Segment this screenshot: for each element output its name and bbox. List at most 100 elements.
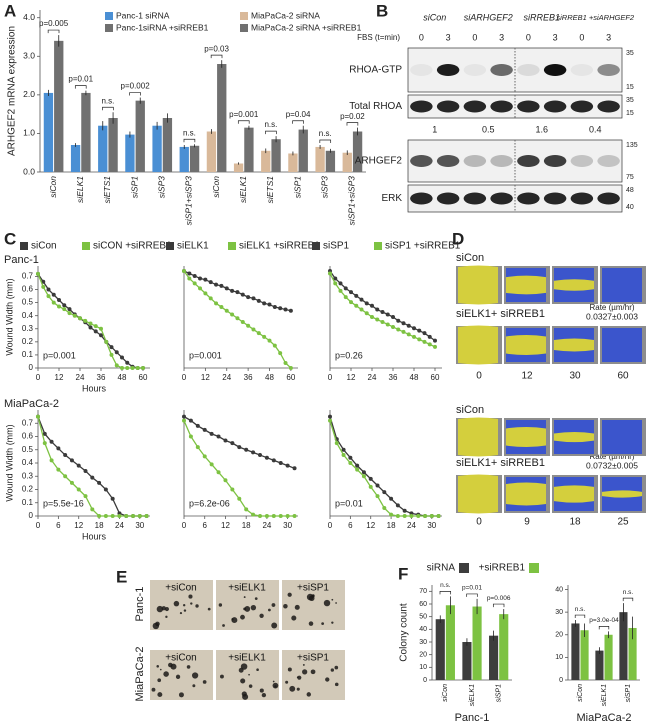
time-label: 3 <box>499 32 504 42</box>
colony <box>296 676 299 679</box>
x-tick-label: 6 <box>348 521 353 530</box>
legend-label: siCON +siRREB1 <box>93 241 172 252</box>
colony <box>182 604 186 607</box>
colony <box>272 680 275 683</box>
annotation: p=0.03 <box>204 44 229 53</box>
cells <box>602 328 642 362</box>
x-tick-label: 12 <box>347 373 356 382</box>
point <box>256 298 261 303</box>
bar <box>472 606 482 680</box>
point <box>97 480 102 485</box>
annotation: p=0.02 <box>340 112 365 121</box>
colony <box>250 604 257 611</box>
colony <box>261 692 267 698</box>
point <box>251 450 256 455</box>
bar <box>325 150 336 172</box>
colony <box>259 613 264 618</box>
point <box>433 344 437 349</box>
point <box>198 276 203 281</box>
annotation: n.s. <box>101 96 114 105</box>
x-tick-label: 12 <box>74 521 83 530</box>
point <box>214 282 219 287</box>
point <box>130 366 135 370</box>
point <box>395 514 400 518</box>
colony <box>240 663 248 670</box>
point <box>49 439 54 444</box>
colony <box>296 687 300 691</box>
bar <box>108 118 118 172</box>
colony <box>207 607 211 611</box>
mw-marker: 75 <box>626 174 634 181</box>
annotation: p=0.01 <box>68 75 93 84</box>
point <box>354 293 359 298</box>
colony <box>331 621 334 624</box>
annotation: n.s. <box>264 120 277 129</box>
point <box>364 311 369 316</box>
y-axis-title: Wound Width (mm) <box>4 278 14 355</box>
condition-label: siCon <box>423 12 446 22</box>
x-tick-label: 30 <box>283 521 292 530</box>
point <box>88 321 93 326</box>
row-label: RHOA-GTP <box>349 65 402 76</box>
condition-label: +siELK1 <box>228 583 266 594</box>
point <box>361 474 366 479</box>
y-tick-label: 0.0 <box>23 166 35 176</box>
point <box>46 287 51 292</box>
time-label: 18 <box>569 517 581 528</box>
annotation: p=0.26 <box>335 350 363 360</box>
category-label: siETS1 <box>265 176 275 204</box>
colony <box>285 680 289 684</box>
annotation: p=0.006 <box>487 595 511 602</box>
point <box>109 345 114 350</box>
y-tick-label: 0.1 <box>22 498 34 507</box>
y-tick-label: 30 <box>419 639 427 646</box>
bar <box>298 129 308 172</box>
condition-label: siARHGEF2 <box>464 12 513 22</box>
colony <box>256 668 259 672</box>
y-tick-label: 0.7 <box>22 418 34 427</box>
point <box>182 268 186 273</box>
colony <box>183 609 187 612</box>
point <box>230 288 235 293</box>
mw-marker: 40 <box>626 204 634 211</box>
point <box>224 286 229 291</box>
bracket <box>466 593 478 597</box>
point <box>375 494 380 499</box>
point <box>83 468 88 473</box>
point <box>412 326 416 331</box>
bar <box>580 630 589 680</box>
x-tick-label: 24 <box>115 521 124 530</box>
series-line <box>183 416 295 469</box>
colony <box>151 687 156 692</box>
colony-image <box>150 650 213 700</box>
colony <box>331 598 334 601</box>
point <box>423 514 428 518</box>
point <box>272 305 277 310</box>
colony <box>222 624 225 627</box>
colony <box>195 604 199 608</box>
wound-gap <box>506 334 546 356</box>
bar <box>206 131 217 172</box>
point <box>83 494 88 499</box>
point <box>271 458 276 463</box>
y-tick-label: 0.5 <box>22 445 34 454</box>
point <box>355 463 360 468</box>
colony <box>243 596 246 598</box>
point <box>359 297 364 302</box>
point <box>72 313 77 318</box>
x-tick-label: 48 <box>118 373 127 382</box>
wound-gap <box>602 490 642 498</box>
band <box>543 192 567 205</box>
point <box>264 455 269 460</box>
point <box>208 280 213 285</box>
time-label: 0 <box>526 32 531 42</box>
bracket <box>439 591 452 595</box>
annotation: n.s. <box>183 128 196 137</box>
y-tick-label: 0 <box>29 363 34 372</box>
point <box>427 334 432 339</box>
bracket <box>237 120 250 124</box>
colony <box>334 682 339 687</box>
x-tick-label: 0 <box>36 373 41 382</box>
x-tick-label: 36 <box>244 373 253 382</box>
point <box>246 323 251 328</box>
